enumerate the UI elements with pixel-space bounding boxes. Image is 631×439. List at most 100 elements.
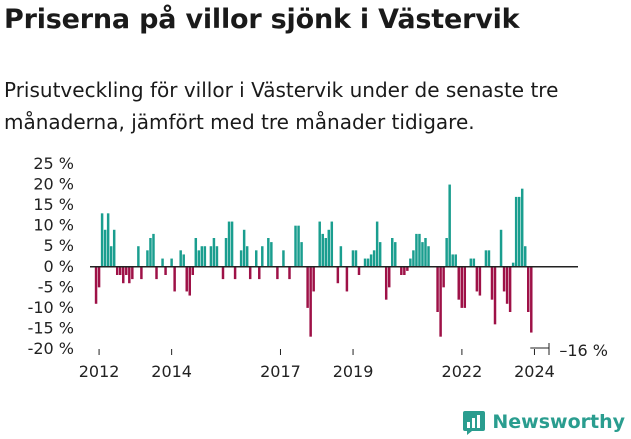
bar-negative — [119, 266, 122, 275]
y-tick-label: -10 % — [28, 298, 74, 317]
bar-negative — [125, 266, 128, 275]
bar-positive — [472, 258, 476, 267]
bar-negative — [439, 266, 442, 337]
bar-negative — [191, 266, 195, 275]
bar-positive — [469, 258, 473, 267]
bar-positive — [255, 250, 258, 267]
last-value-label: –16 % — [559, 341, 608, 360]
bar-positive — [327, 229, 331, 267]
bar-positive — [209, 246, 213, 267]
bar-positive — [239, 250, 243, 267]
y-tick-label: 10 % — [33, 216, 74, 235]
bar-negative — [502, 266, 506, 292]
bar-positive — [300, 242, 303, 267]
bar-negative — [248, 266, 252, 280]
bar-negative — [276, 266, 279, 280]
bar-positive — [103, 229, 107, 267]
bar-positive — [409, 258, 412, 267]
bar-positive — [212, 238, 216, 267]
bar-positive — [339, 246, 343, 267]
bar-negative — [185, 266, 188, 292]
chart-subtitle: Prisutveckling för villor i Västervik un… — [4, 78, 559, 134]
bar-positive — [227, 221, 231, 267]
bar-positive — [363, 258, 367, 267]
bar-positive — [100, 213, 104, 267]
bar-positive — [354, 250, 358, 267]
bar-positive — [484, 250, 488, 267]
bar-positive — [324, 238, 327, 267]
bar-positive — [511, 262, 515, 267]
bar-positive — [194, 238, 198, 267]
bar-negative — [164, 266, 167, 275]
bar-negative — [406, 266, 409, 271]
bar-negative — [442, 266, 445, 288]
x-axis: 2012 2014 2017 2019 2022 2024 — [79, 349, 555, 381]
bars — [94, 184, 533, 337]
bar-negative — [436, 266, 439, 312]
bar-negative — [490, 266, 494, 300]
y-tick-label: 0 % — [44, 257, 74, 276]
bar-positive — [267, 238, 270, 267]
bar-positive — [161, 258, 164, 267]
bar-positive — [394, 242, 397, 267]
y-axis: 25 % 20 %15 % 10 %5 % 0 %-5 % -10 %-15 % -20 … — [28, 154, 74, 358]
bar-positive — [448, 184, 451, 267]
bar-negative — [460, 266, 463, 308]
bar-positive — [152, 233, 155, 267]
bar-positive — [372, 250, 376, 267]
y-tick-label: -5 % — [38, 277, 74, 296]
bar-negative — [115, 266, 119, 275]
bar-negative — [258, 266, 261, 280]
x-tick-label: 2017 — [260, 362, 301, 381]
bar-positive — [200, 246, 204, 267]
bar-negative — [188, 266, 191, 296]
bar-positive — [109, 246, 113, 267]
bar-positive — [245, 246, 249, 267]
bar-negative — [336, 266, 340, 284]
x-tick-label: 2024 — [514, 362, 555, 381]
bar-positive — [391, 238, 394, 267]
bar-positive — [282, 250, 285, 267]
bar-negative — [155, 266, 158, 280]
bar-positive — [230, 221, 234, 267]
bar-negative — [128, 266, 131, 284]
bar-negative — [97, 266, 101, 288]
bar-negative — [131, 266, 134, 280]
bar-positive — [514, 196, 518, 267]
bar-positive — [451, 254, 454, 267]
y-tick-label: 15 % — [33, 195, 74, 214]
bar-positive — [137, 246, 140, 267]
bar-negative — [463, 266, 467, 308]
bar-positive — [351, 250, 355, 267]
bar-negative — [400, 266, 403, 275]
bar-positive — [182, 254, 185, 267]
bar-negative — [140, 266, 143, 280]
y-tick-label: 5 % — [44, 236, 74, 255]
bar-positive — [215, 246, 219, 267]
bar-positive — [421, 242, 424, 267]
bar-positive — [445, 238, 448, 267]
y-tick-label: -20 % — [28, 339, 74, 358]
bar-negative — [306, 266, 309, 308]
bar-positive — [454, 254, 457, 267]
bar-negative — [457, 266, 460, 300]
bar-positive — [203, 246, 207, 267]
bar-negative — [475, 266, 479, 292]
bar-positive — [520, 188, 524, 267]
bar-positive — [224, 238, 228, 267]
bar-positive — [487, 250, 491, 267]
chart-title: Priserna på villor sjönk i Västervik — [4, 4, 520, 35]
bar-negative — [221, 266, 225, 280]
bar-positive — [375, 221, 379, 267]
bar-negative — [233, 266, 237, 280]
bar-positive — [366, 258, 370, 267]
bar-negative — [387, 266, 391, 288]
x-tick-label: 2022 — [442, 362, 483, 381]
bar-negative — [288, 266, 291, 280]
y-tick-label: -15 % — [28, 318, 74, 337]
bar-positive — [517, 196, 521, 267]
bar-positive — [297, 225, 300, 267]
bar-positive — [378, 242, 382, 267]
bar-negative — [122, 266, 125, 284]
bar-positive — [499, 229, 503, 267]
